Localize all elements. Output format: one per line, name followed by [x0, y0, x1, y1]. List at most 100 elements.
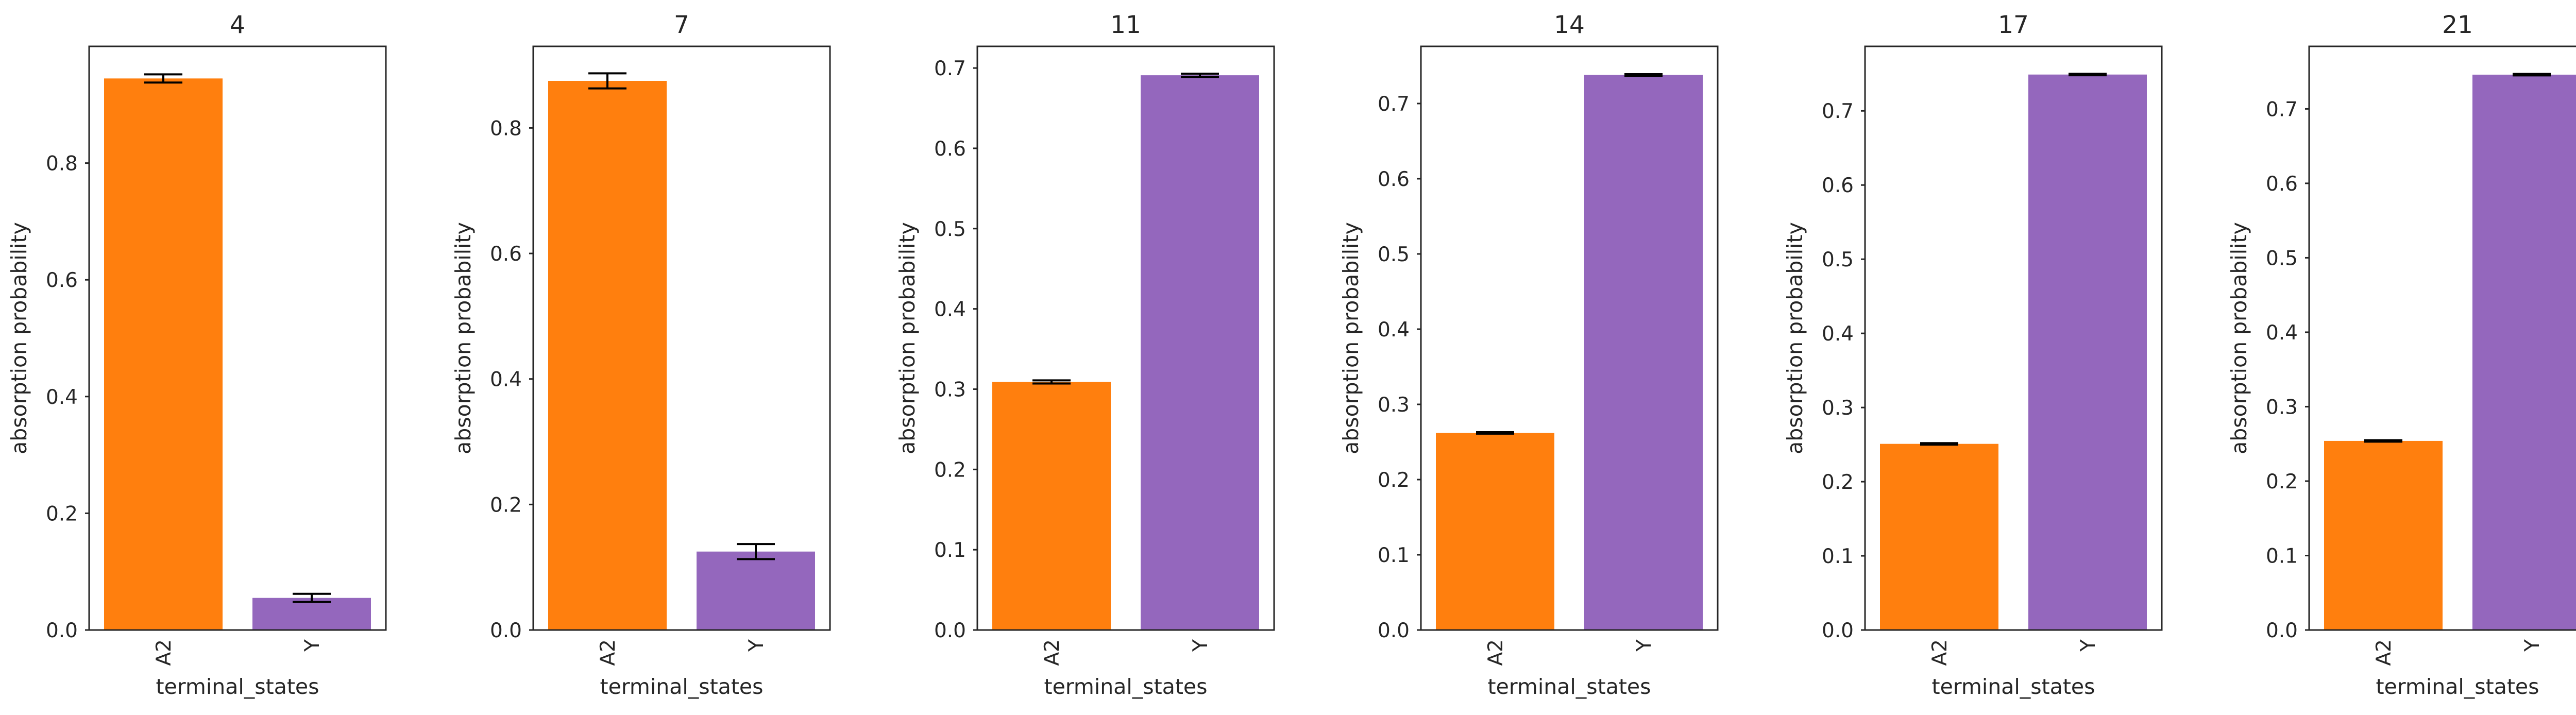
- y-axis-label: absorption probability: [1783, 222, 1807, 454]
- y-tick-label: 0.7: [934, 57, 966, 80]
- x-axis-label: terminal_states: [1932, 674, 2095, 699]
- bar-y: [1141, 75, 1259, 631]
- y-tick-label: 0.3: [1378, 394, 1410, 417]
- error-bar: [1920, 442, 1958, 446]
- y-axis-label: absorption probability: [1338, 222, 1363, 454]
- y-tick-label: 0.6: [2266, 173, 2298, 196]
- y-tick-label: 0.2: [934, 458, 966, 482]
- y-tick-label: 0.6: [1822, 174, 1854, 197]
- x-axis-label: terminal_states: [156, 674, 319, 699]
- error-bar: [293, 592, 331, 603]
- x-tick-label: A2: [152, 639, 176, 666]
- axes-frame: [1420, 45, 1719, 631]
- chart-panel: 0.0 0.2 0.4 0.6 0.8 A2 Y 4 terminal_states absorp…: [7, 11, 387, 699]
- y-tick-label: 0.1: [2266, 544, 2298, 568]
- bar-a2: [104, 78, 223, 631]
- bar-a2: [2324, 440, 2443, 630]
- bar-y: [252, 598, 371, 630]
- chart-panel: 0.0 0.1 0.2 0.3 0.4 0.5 0.6 0.7 A2 Y 14 terminal_st…: [1338, 11, 1719, 699]
- y-tick-label: 0.4: [46, 386, 78, 409]
- x-tick-label: Y: [2077, 639, 2100, 652]
- bar-y: [2472, 74, 2576, 631]
- error-bar: [588, 72, 626, 90]
- x-tick-label: A2: [597, 639, 620, 666]
- bar-a2: [1880, 444, 1998, 630]
- bar-a2: [992, 382, 1111, 630]
- chart-title: 14: [1554, 11, 1585, 39]
- x-axis-label: terminal_states: [1488, 674, 1651, 699]
- axes-frame: [1864, 45, 2163, 631]
- y-tick-label: 0.4: [934, 298, 966, 321]
- y-tick-label: 0.2: [2266, 470, 2298, 493]
- x-tick-label: Y: [1189, 639, 1212, 652]
- y-tick-label: 0.2: [46, 502, 78, 525]
- bar-y: [2028, 74, 2147, 630]
- error-bar: [2364, 439, 2402, 443]
- chart-title: 21: [2442, 11, 2473, 39]
- x-axis-label: terminal_states: [2376, 674, 2539, 699]
- chart-panel: 0.0 0.1 0.2 0.3 0.4 0.5 0.6 0.7 A2 Y 17 terminal_st…: [1783, 11, 2163, 699]
- bar-a2: [1436, 433, 1554, 630]
- y-tick-label: 0.4: [1378, 318, 1410, 342]
- y-tick-label: 0.1: [1822, 545, 1854, 568]
- x-tick-label: A2: [1484, 639, 1507, 666]
- x-tick-label: Y: [2521, 639, 2544, 652]
- y-tick-label: 0.0: [934, 619, 966, 642]
- chart-title: 7: [674, 11, 689, 39]
- error-bar: [1476, 431, 1514, 435]
- y-tick-label: 0.7: [1378, 93, 1410, 116]
- y-tick-label: 0.6: [934, 138, 966, 161]
- y-tick-label: 0.5: [2266, 247, 2298, 270]
- y-tick-label: 0.0: [2266, 619, 2298, 642]
- chart-panel: 0.0 0.1 0.2 0.3 0.4 0.5 0.6 0.7 A2 Y 21 terminal_st…: [2227, 11, 2576, 699]
- y-tick-label: 0.7: [2266, 98, 2298, 121]
- x-axis-label: terminal_states: [1044, 674, 1208, 699]
- x-tick-label: Y: [301, 639, 324, 652]
- error-bar: [2069, 73, 2107, 77]
- chart-title: 11: [1110, 11, 1141, 39]
- x-tick-label: A2: [1041, 639, 1064, 666]
- error-bar: [1624, 73, 1663, 77]
- y-tick-label: 0.5: [934, 218, 966, 241]
- y-tick-label: 0.4: [2266, 321, 2298, 345]
- x-tick-label: Y: [1633, 639, 1656, 652]
- chart-panel: 0.0 0.2 0.4 0.6 0.8 A2 Y 7 terminal_states absorp…: [451, 11, 831, 699]
- y-tick-label: 0.6: [490, 243, 522, 266]
- y-tick-label: 0.0: [1822, 619, 1854, 642]
- y-tick-label: 0.6: [1378, 168, 1410, 191]
- axes-frame: [88, 45, 387, 631]
- y-tick-label: 0.2: [1378, 469, 1410, 492]
- y-tick-label: 0.1: [1378, 544, 1410, 567]
- axes-frame: [532, 45, 831, 631]
- y-tick-label: 0.4: [1822, 322, 1854, 346]
- error-bar: [144, 73, 182, 84]
- y-tick-label: 0.7: [1822, 100, 1854, 123]
- y-tick-label: 0.0: [490, 619, 522, 642]
- y-tick-label: 0.5: [1822, 248, 1854, 271]
- y-tick-label: 0.4: [490, 368, 522, 391]
- y-tick-label: 0.5: [1378, 243, 1410, 266]
- x-tick-label: Y: [745, 639, 768, 652]
- x-axis-label: terminal_states: [600, 674, 764, 699]
- y-tick-label: 0.0: [46, 619, 78, 642]
- y-tick-label: 0.3: [1822, 397, 1854, 420]
- error-bar: [2513, 73, 2551, 77]
- chart-panel: 0.0 0.1 0.2 0.3 0.4 0.5 0.6 0.7 A2 Y 11 terminal_st…: [895, 11, 1275, 699]
- bar-a2: [548, 81, 667, 630]
- y-tick-label: 0.0: [1378, 619, 1410, 642]
- y-axis-label: absorption probability: [2227, 222, 2251, 454]
- y-tick-label: 0.2: [490, 493, 522, 517]
- y-tick-label: 0.6: [46, 269, 78, 292]
- y-tick-label: 0.3: [2266, 396, 2298, 419]
- axes-frame: [976, 45, 1275, 631]
- axes-frame: [2308, 45, 2576, 631]
- x-tick-label: A2: [1928, 639, 1952, 666]
- chart-title: 17: [1998, 11, 2029, 39]
- error-bar: [1181, 72, 1219, 78]
- y-axis-label: absorption probability: [895, 222, 920, 454]
- y-tick-label: 0.8: [46, 152, 78, 176]
- y-axis-label: absorption probability: [7, 222, 31, 454]
- chart-title: 4: [230, 11, 245, 39]
- bar-y: [697, 551, 815, 630]
- bar-y: [1584, 75, 1703, 631]
